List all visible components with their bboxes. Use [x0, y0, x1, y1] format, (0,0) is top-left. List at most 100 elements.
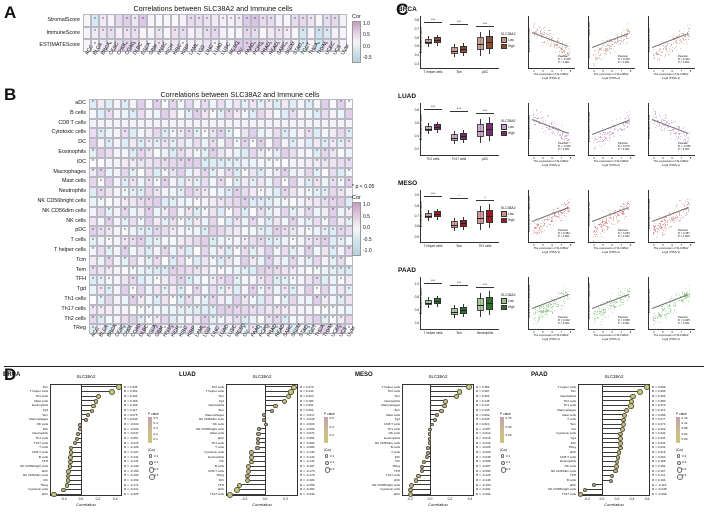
heatmap-cell — [257, 255, 265, 266]
scatter-point — [599, 134, 601, 136]
panel-d-cancer-title: LUAD — [179, 372, 196, 378]
heatmap-cell — [257, 304, 265, 315]
scatter-point — [684, 134, 686, 136]
scatter-point — [546, 303, 548, 306]
scatter-point — [549, 126, 551, 128]
heatmap-row-label: Tem — [75, 266, 86, 273]
scatter-point — [601, 140, 603, 142]
scatter-point — [537, 318, 540, 320]
heatmap-cell: * — [265, 314, 273, 325]
scatter-point — [549, 44, 551, 47]
heatmap-cell — [281, 206, 289, 217]
scatter-point — [614, 224, 616, 226]
boxplot-significance: *** — [423, 18, 443, 23]
scatter-point — [554, 120, 556, 122]
scatter-ylabel: Enrichment of T helper cells — [527, 196, 531, 232]
heatmap-row-label: iDC — [77, 158, 86, 165]
heatmap-cell: * — [185, 216, 193, 227]
scatter-point — [670, 311, 672, 313]
scatter-point — [534, 34, 536, 36]
heatmap-cell: * — [137, 216, 145, 227]
heatmap-cell — [161, 275, 169, 286]
scatter-point — [558, 47, 560, 49]
heatmap-cell — [105, 167, 113, 178]
lollipop-r-value: R = -0.284 — [300, 487, 315, 492]
scatter-point — [606, 45, 608, 47]
scatter-point — [536, 35, 538, 37]
heatmap-cell — [145, 285, 153, 295]
scatter-point — [620, 43, 622, 45]
scatter-point — [622, 301, 624, 303]
heatmap-cell — [241, 177, 249, 188]
lollipop-r-value: R = 0.203 — [652, 454, 666, 459]
scatter-stat-p: P < 0.001 — [678, 61, 690, 65]
heatmap-cell — [105, 196, 113, 207]
boxplot-axes — [420, 103, 499, 156]
scatter-point — [603, 40, 605, 42]
scatter-point — [595, 142, 597, 144]
heatmap-cell: * — [217, 108, 225, 119]
scatter-point — [678, 211, 680, 213]
scatter-point — [554, 303, 556, 305]
scatter-point — [615, 306, 617, 308]
scatter-point — [621, 206, 624, 208]
scatter-point — [656, 231, 658, 233]
colorbar-tick: 0.0 — [363, 225, 370, 231]
scatter-point — [623, 124, 625, 127]
scatter-point — [623, 30, 625, 32]
scatter-point — [568, 141, 570, 143]
scatter-point — [601, 127, 604, 129]
scatter-point — [678, 220, 680, 222]
heatmap-cell — [139, 26, 147, 39]
lollipop-r-value: R = -0.124 — [476, 473, 491, 478]
lollipop-category-label: CD8 T cells — [208, 468, 224, 473]
scatter-point — [675, 50, 677, 52]
scatter-point — [605, 133, 607, 135]
scatter-point — [654, 122, 656, 124]
heatmap-cell: * — [281, 275, 289, 286]
heatmap-cell: * — [129, 147, 137, 158]
scatter-xlabel: The expression of SLC38A2 — [533, 246, 569, 250]
scatter-point — [610, 133, 612, 135]
heatmap-cell: * — [201, 128, 209, 139]
scatter-point — [533, 317, 535, 319]
heatmap-row: T helper cells * * * * * * * * * * * * * * * * — [0, 245, 353, 256]
heatmap-cell — [153, 108, 161, 119]
heatmap-cell: * — [105, 265, 113, 276]
scatter-point — [654, 57, 656, 59]
heatmap-cell — [305, 314, 313, 325]
scatter-point — [684, 141, 686, 143]
lollipop-category-label: Th1 cells — [387, 426, 400, 431]
scatter-point — [595, 227, 597, 229]
scatter-point — [653, 121, 655, 123]
scatter-point — [541, 227, 543, 230]
scatter-point — [560, 134, 562, 136]
heatmap-cell: * — [201, 99, 209, 109]
scatter-point — [667, 122, 669, 124]
scatter-point — [553, 43, 555, 45]
scatter-xtick: 7 — [680, 68, 683, 73]
heatmap-cell — [201, 245, 209, 256]
heatmap-cell — [113, 245, 121, 256]
scatter-point — [659, 317, 661, 320]
scatter-point — [552, 306, 554, 308]
scatter-point — [609, 137, 611, 139]
scatter-point — [551, 36, 553, 38]
heatmap-cell: * — [273, 226, 281, 237]
scatter-xtick: 7 — [560, 155, 563, 160]
scatter-point — [596, 236, 598, 238]
scatter-stats: Pearson R = -0.256 P < 0.001 — [678, 142, 691, 151]
heatmap-cell: * — [137, 236, 145, 246]
heatmap-cell: * — [233, 187, 241, 197]
cor-legend-tick: 0.2 — [154, 460, 159, 464]
heatmap-cell: * — [97, 187, 105, 197]
scatter-point — [668, 122, 670, 124]
heatmap-cell — [155, 14, 163, 27]
scatter-point — [614, 300, 616, 302]
heatmap-cell: * — [345, 138, 353, 148]
heatmap-cell — [329, 157, 337, 168]
panel-d-cancer-title: PAAD — [531, 372, 548, 378]
boxplot-legend-label: Low — [508, 37, 514, 42]
heatmap-cell — [201, 236, 209, 246]
heatmap-cell — [153, 118, 161, 129]
